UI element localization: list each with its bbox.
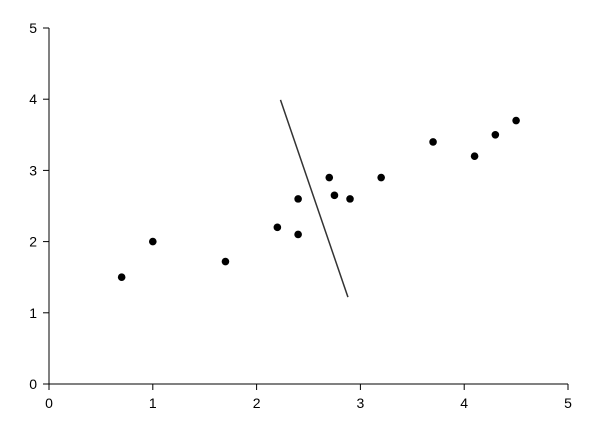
x-tick-label: 5 [564,395,572,411]
data-point [330,191,339,200]
data-point [470,152,479,160]
data-point [377,173,385,182]
data-point [346,195,354,203]
y-tick-label: 4 [29,91,37,107]
y-tick-label: 2 [29,234,37,250]
data-point [273,223,282,232]
data-point [221,257,230,266]
data-point [117,273,126,282]
data-point [149,237,157,246]
x-tick-label: 2 [253,395,261,411]
data-point [512,116,520,125]
data-point [325,173,334,182]
y-tick-label: 1 [29,305,37,321]
data-point [491,131,500,139]
x-tick-label: 0 [45,395,53,411]
data-point [294,230,302,239]
y-tick-label: 3 [29,162,37,178]
y-tick-label: 5 [29,20,37,36]
x-tick-label: 3 [357,395,365,411]
x-tick-label: 1 [149,395,157,411]
line-segment [279,99,349,298]
data-point [294,195,302,203]
data-point [429,138,437,146]
y-tick-label: 0 [29,376,37,392]
x-tick-label: 4 [460,395,468,411]
